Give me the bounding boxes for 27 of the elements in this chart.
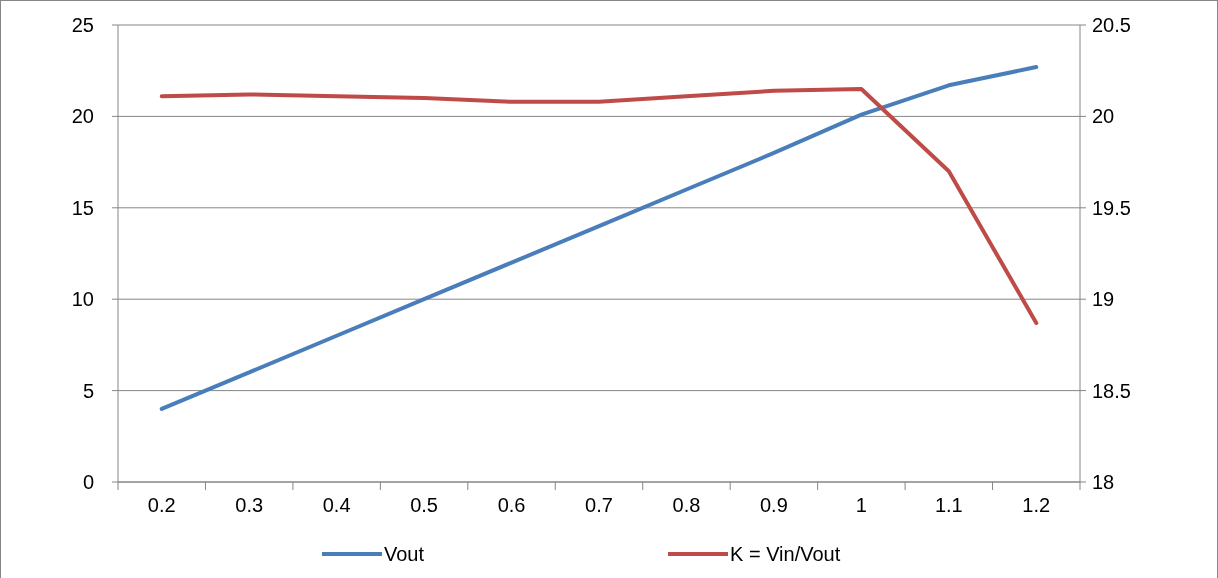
x-tick-label: 0.5 [410,494,438,516]
x-tick-label: 0.2 [147,494,176,516]
y-tick-label: 15 [71,196,94,219]
x-tick-label: 0.7 [585,494,613,516]
line-series [159,86,1039,325]
y-tick-label: 5 [82,379,94,402]
x-tick-label: 0.9 [760,494,788,516]
legend-label: Vout [384,543,425,565]
y-tick-label: 20 [71,105,94,128]
y2-tick-label: 18.5 [1092,379,1131,402]
y2-tick-label: 20.5 [1092,14,1131,36]
x-tick-label: 0.6 [497,494,526,516]
x-tick-label: 1.1 [934,494,963,516]
x-tick-label: 1 [855,494,867,516]
y-tick-label: 25 [71,14,94,36]
legend-label: K = Vin/Vout [730,543,841,565]
y2-tick-label: 20 [1092,105,1115,128]
y2-tick-label: 18 [1092,471,1115,493]
x-tick-label: 0.4 [322,494,351,516]
x-tick-label: 1.2 [1022,494,1051,516]
line-series [159,65,1039,411]
y-tick-label: 10 [71,288,94,311]
y2-tick-label: 19 [1092,288,1115,311]
y-tick-label: 0 [82,471,94,493]
x-tick-label: 0.3 [235,494,264,516]
y2-tick-label: 19.5 [1092,196,1131,219]
x-tick-label: 0.8 [672,494,701,516]
